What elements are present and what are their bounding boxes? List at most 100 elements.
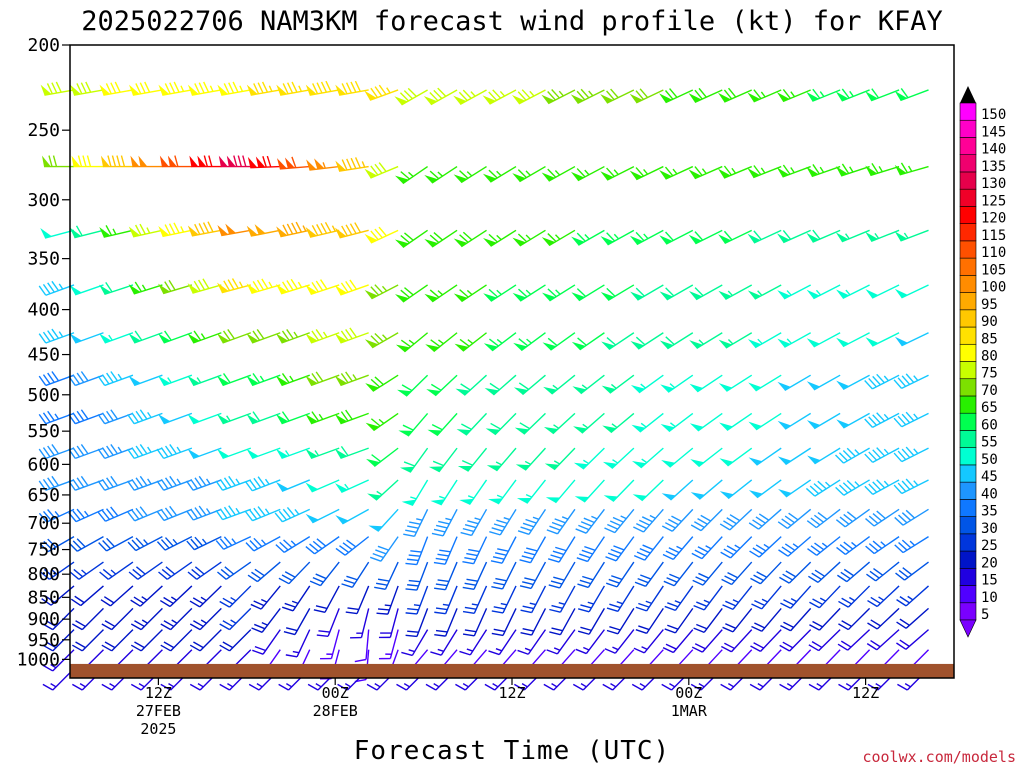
colorbar-swatch xyxy=(959,602,977,621)
wind-barb xyxy=(434,608,458,637)
colorbar-label: 30 xyxy=(981,521,998,537)
wind-barb xyxy=(68,409,104,425)
colorbar-arrow-bottom xyxy=(959,619,977,638)
y-tick-label: 850 xyxy=(27,587,60,608)
wind-barb xyxy=(894,508,929,526)
colorbar-swatch xyxy=(959,223,977,242)
wind-barb xyxy=(605,561,635,588)
wind-barb xyxy=(630,374,664,394)
colorbar-label: 15 xyxy=(981,573,998,589)
colorbar-label: 20 xyxy=(981,555,998,571)
y-tick-label: 200 xyxy=(27,35,60,56)
wind-barb xyxy=(630,332,664,350)
wind-barb xyxy=(722,607,753,633)
wind-barb xyxy=(219,629,252,652)
wind-barb xyxy=(405,585,429,615)
wind-barb xyxy=(780,607,812,632)
wind-barb xyxy=(865,229,900,243)
wind-barb xyxy=(70,585,104,607)
wind-barb xyxy=(690,508,723,532)
wind-barb xyxy=(216,447,252,460)
wind-barb xyxy=(454,332,487,352)
wind-barb xyxy=(691,629,723,653)
y-tick-label: 750 xyxy=(27,540,60,561)
wind-barb xyxy=(98,536,134,552)
wind-barb xyxy=(128,281,163,295)
wind-barb xyxy=(689,332,723,350)
wind-barb xyxy=(780,585,812,609)
wind-barb xyxy=(275,373,310,387)
wind-barb xyxy=(894,229,929,242)
wind-barb xyxy=(577,561,605,589)
x-tick-label: 1MAR xyxy=(671,702,708,720)
wind-barb xyxy=(547,536,576,563)
wind-barb xyxy=(570,88,605,104)
wind-barb xyxy=(72,607,104,631)
wind-barb xyxy=(491,561,517,590)
y-tick-label: 450 xyxy=(27,345,60,366)
wind-barb xyxy=(631,412,664,433)
wind-barb xyxy=(100,585,134,607)
wind-barb xyxy=(68,536,104,552)
wind-barb xyxy=(894,332,929,347)
wind-barb xyxy=(809,607,841,631)
wind-barb xyxy=(305,447,340,460)
wind-barb xyxy=(364,284,399,300)
wind-barb xyxy=(127,506,163,522)
wind-barb xyxy=(156,535,193,551)
wind-barb xyxy=(688,87,723,103)
wind-barb xyxy=(453,284,487,303)
wind-barb xyxy=(688,165,723,180)
wind-barb xyxy=(572,374,605,395)
y-tick-label: 400 xyxy=(27,300,60,321)
terrain-fill xyxy=(70,663,954,678)
wind-barb xyxy=(99,225,134,238)
wind-barb xyxy=(836,374,870,391)
wind-barb xyxy=(601,332,635,351)
wind-barb xyxy=(69,284,104,296)
wind-barb xyxy=(40,227,75,239)
wind-barb xyxy=(364,84,399,101)
wind-barb xyxy=(512,284,546,302)
wind-barb xyxy=(305,411,340,425)
wind-barb xyxy=(130,585,163,607)
wind-barb xyxy=(776,229,811,244)
wind-barb xyxy=(364,162,399,179)
wind-barb xyxy=(334,409,369,425)
wind-barb xyxy=(187,374,222,387)
wind-barb xyxy=(430,629,458,656)
wind-barb xyxy=(160,607,193,631)
wind-barb xyxy=(894,284,929,299)
wind-barb xyxy=(369,536,399,562)
wind-barb xyxy=(573,447,605,470)
wind-barb xyxy=(433,536,458,565)
wind-barb xyxy=(485,412,517,436)
wind-barb xyxy=(838,607,871,631)
wind-barb xyxy=(218,155,251,168)
wind-barb xyxy=(156,475,193,491)
wind-barb xyxy=(488,479,517,505)
colorbar-swatch xyxy=(959,171,977,190)
colorbar-swatch xyxy=(959,188,977,207)
wind-barb xyxy=(721,561,753,586)
wind-barb xyxy=(838,585,871,608)
wind-barb xyxy=(158,330,193,344)
wind-barb xyxy=(484,374,517,396)
wind-barb xyxy=(320,629,340,660)
wind-barb xyxy=(691,536,723,560)
wind-barb xyxy=(776,164,811,178)
wind-barb xyxy=(836,536,871,556)
wind-barb xyxy=(72,629,104,652)
wind-barb xyxy=(750,629,782,652)
wind-barb xyxy=(865,332,900,347)
wind-barb xyxy=(809,585,841,609)
wind-barb xyxy=(541,165,576,182)
wind-barb xyxy=(629,165,664,181)
wind-barb xyxy=(453,89,487,105)
wind-barb xyxy=(99,561,134,580)
colorbar-label: 55 xyxy=(981,435,998,451)
wind-barb xyxy=(246,373,281,387)
wind-barb xyxy=(602,447,635,470)
wind-barb xyxy=(275,479,310,492)
